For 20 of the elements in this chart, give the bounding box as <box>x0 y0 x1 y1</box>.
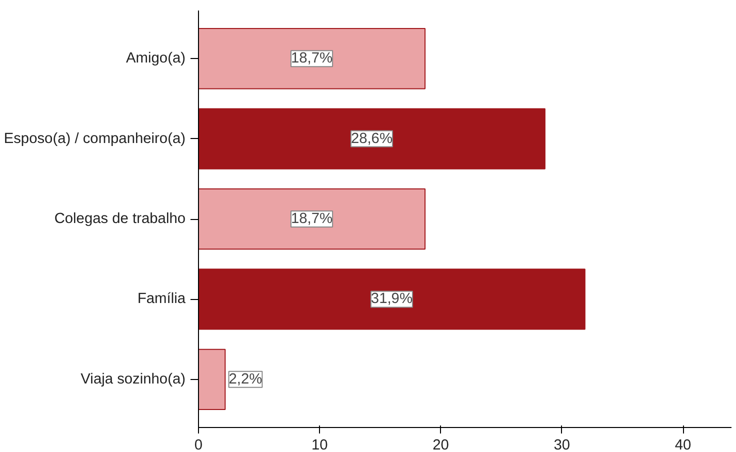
x-tick-label: 30 <box>554 438 570 452</box>
x-tick-label: 10 <box>311 438 328 452</box>
data-label: 2,2% <box>228 371 262 388</box>
x-tick-label: 0 <box>194 438 203 452</box>
bar <box>198 108 546 170</box>
y-tick-label: Amigo(a) <box>126 50 186 67</box>
bar <box>198 348 226 410</box>
x-tick-label: 20 <box>432 438 449 452</box>
y-tick-label: Viaja sozinho(a) <box>80 371 186 388</box>
data-label: 31,9% <box>370 291 412 308</box>
x-tick-label: 40 <box>674 438 692 452</box>
y-tick-label: Colegas de trabalho <box>54 211 186 227</box>
bar <box>198 188 426 250</box>
y-tick-label: Família <box>137 291 186 308</box>
data-label: 18,7% <box>290 211 333 227</box>
data-label: 28,6% <box>350 130 393 147</box>
data-label: 18,7% <box>290 50 333 67</box>
bar <box>198 28 426 90</box>
bar <box>198 268 586 330</box>
y-tick-label: Esposo(a) / companheiro(a) <box>4 130 186 147</box>
